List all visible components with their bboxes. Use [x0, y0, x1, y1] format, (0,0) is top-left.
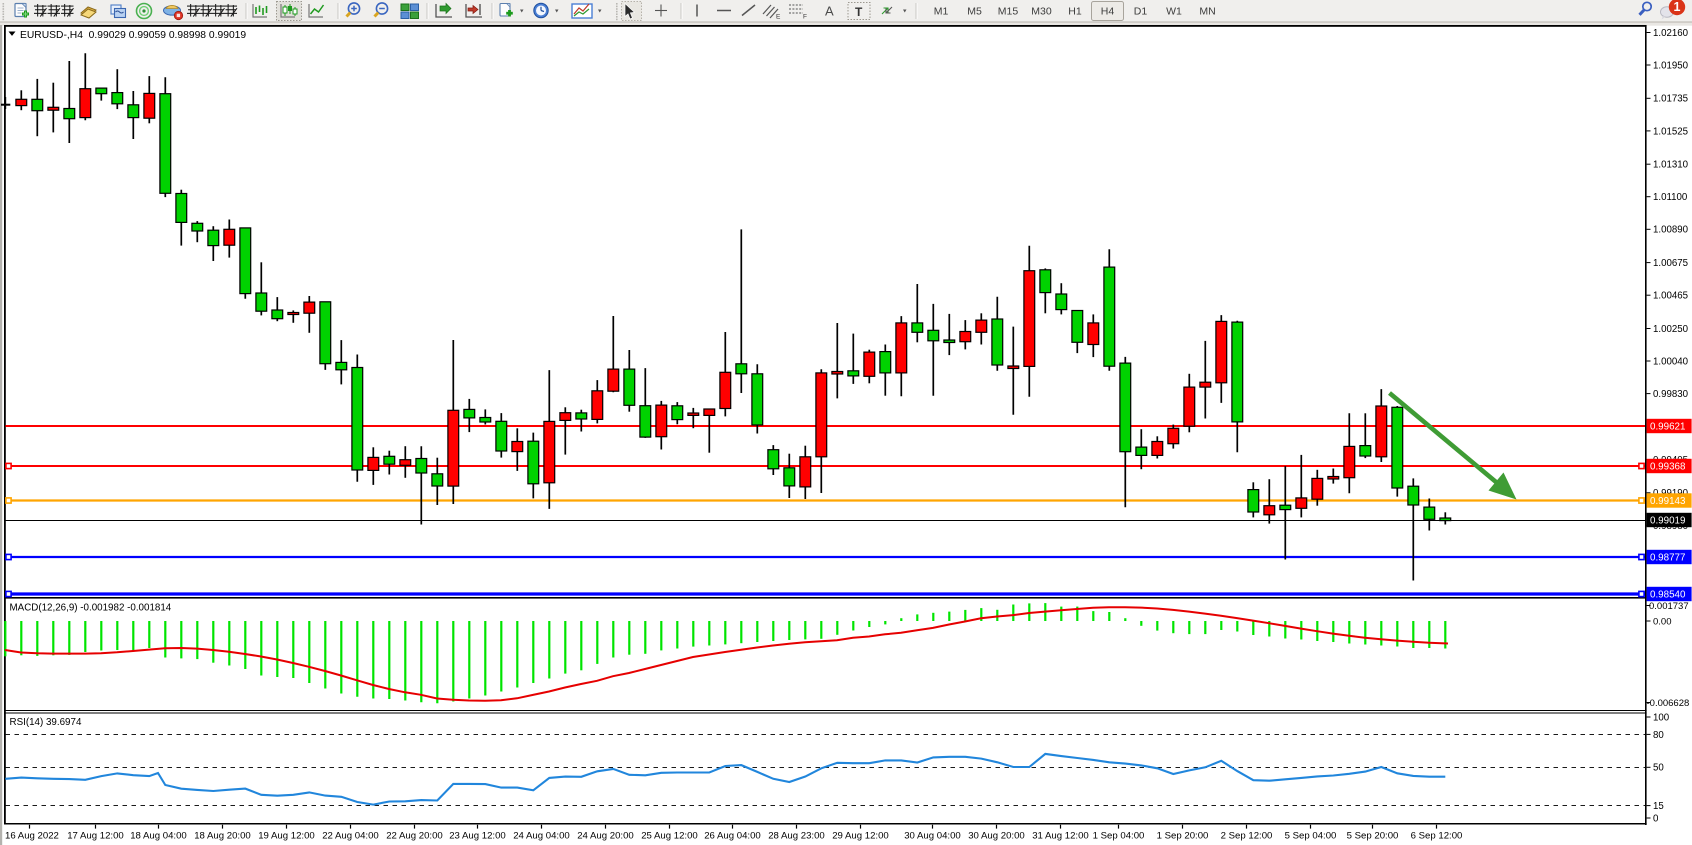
- svg-text:17 Aug 12:00: 17 Aug 12:00: [67, 831, 124, 842]
- svg-text:29 Aug 12:00: 29 Aug 12:00: [832, 831, 889, 842]
- svg-text:18 Aug 20:00: 18 Aug 20:00: [194, 831, 251, 842]
- svg-text:W1: W1: [1166, 6, 1182, 18]
- svg-text:1.00040: 1.00040: [1653, 356, 1689, 367]
- svg-text:19 Aug 12:00: 19 Aug 12:00: [258, 831, 315, 842]
- svg-text:0.98540: 0.98540: [1650, 590, 1686, 601]
- svg-text:1.01100: 1.01100: [1653, 192, 1688, 203]
- svg-text:24 Aug 20:00: 24 Aug 20:00: [577, 831, 634, 842]
- svg-text:1.01525: 1.01525: [1653, 126, 1688, 137]
- svg-text:26 Aug 04:00: 26 Aug 04:00: [704, 831, 761, 842]
- svg-text:24 Aug 04:00: 24 Aug 04:00: [513, 831, 570, 842]
- svg-text:16 Aug 2022: 16 Aug 2022: [5, 831, 59, 842]
- svg-text:F: F: [803, 14, 807, 21]
- svg-text:15: 15: [1653, 801, 1664, 812]
- svg-text:EURUSD-,H4 0.99029 0.99059 0.: EURUSD-,H4 0.99029 0.99059 0.98998 0.990…: [20, 30, 246, 41]
- svg-text:80: 80: [1653, 730, 1664, 741]
- svg-text:100: 100: [1653, 712, 1670, 723]
- svg-text:31 Aug 12:00: 31 Aug 12:00: [1032, 831, 1089, 842]
- svg-text:22 Aug 04:00: 22 Aug 04:00: [322, 831, 379, 842]
- svg-text:1.01310: 1.01310: [1653, 160, 1689, 171]
- svg-text:30 Aug 20:00: 30 Aug 20:00: [968, 831, 1025, 842]
- svg-text:0.99368: 0.99368: [1650, 462, 1686, 473]
- svg-text:23 Aug 12:00: 23 Aug 12:00: [449, 831, 506, 842]
- svg-text:5 Sep 04:00: 5 Sep 04:00: [1285, 831, 1337, 842]
- svg-text:0.99621: 0.99621: [1650, 422, 1685, 433]
- svg-text:M30: M30: [1031, 6, 1052, 18]
- svg-text:1.00250: 1.00250: [1653, 324, 1689, 335]
- svg-text:MN: MN: [1199, 6, 1215, 18]
- svg-text:30 Aug 04:00: 30 Aug 04:00: [904, 831, 961, 842]
- svg-text:0.99830: 0.99830: [1653, 389, 1689, 400]
- svg-text:1 Sep 20:00: 1 Sep 20:00: [1157, 831, 1209, 842]
- svg-text:1 Sep 04:00: 1 Sep 04:00: [1093, 831, 1145, 842]
- svg-text:1: 1: [1674, 0, 1681, 14]
- svg-text:0.98777: 0.98777: [1650, 553, 1685, 564]
- svg-text:6 Sep 12:00: 6 Sep 12:00: [1411, 831, 1463, 842]
- svg-text:18 Aug 04:00: 18 Aug 04:00: [130, 831, 187, 842]
- svg-text:1.01735: 1.01735: [1653, 94, 1688, 105]
- svg-text:28 Aug 23:00: 28 Aug 23:00: [768, 831, 825, 842]
- svg-text:M1: M1: [934, 6, 949, 18]
- svg-text:E: E: [776, 14, 781, 21]
- svg-text:0.00: 0.00: [1653, 616, 1672, 627]
- svg-text:2 Sep 12:00: 2 Sep 12:00: [1221, 831, 1273, 842]
- svg-text:T: T: [855, 5, 863, 19]
- svg-text:1.02160: 1.02160: [1653, 28, 1689, 39]
- svg-text:0.99019: 0.99019: [1650, 516, 1685, 527]
- svg-text:0: 0: [1653, 813, 1659, 824]
- svg-text:MACD(12,26,9) -0.001982 -0.001: MACD(12,26,9) -0.001982 -0.001814: [10, 603, 172, 614]
- svg-text:M5: M5: [967, 6, 982, 18]
- svg-text:H4: H4: [1101, 6, 1115, 18]
- svg-text:H1: H1: [1068, 6, 1082, 18]
- svg-text:25 Aug 12:00: 25 Aug 12:00: [641, 831, 698, 842]
- svg-text:1.00675: 1.00675: [1653, 258, 1688, 269]
- svg-text:22 Aug 20:00: 22 Aug 20:00: [386, 831, 443, 842]
- svg-text:1.01950: 1.01950: [1653, 60, 1689, 71]
- svg-text:0.001737: 0.001737: [1649, 601, 1689, 612]
- svg-text:A: A: [825, 4, 834, 19]
- svg-text:0.99143: 0.99143: [1650, 496, 1686, 507]
- svg-text:M15: M15: [998, 6, 1019, 18]
- svg-text:1.00465: 1.00465: [1653, 291, 1688, 302]
- svg-text:-0.006628: -0.006628: [1647, 698, 1690, 709]
- svg-text:RSI(14) 39.6974: RSI(14) 39.6974: [10, 717, 82, 728]
- svg-text:D1: D1: [1134, 6, 1148, 18]
- svg-text:50: 50: [1653, 763, 1664, 774]
- svg-text:1.00890: 1.00890: [1653, 225, 1689, 236]
- svg-text:5 Sep 20:00: 5 Sep 20:00: [1347, 831, 1399, 842]
